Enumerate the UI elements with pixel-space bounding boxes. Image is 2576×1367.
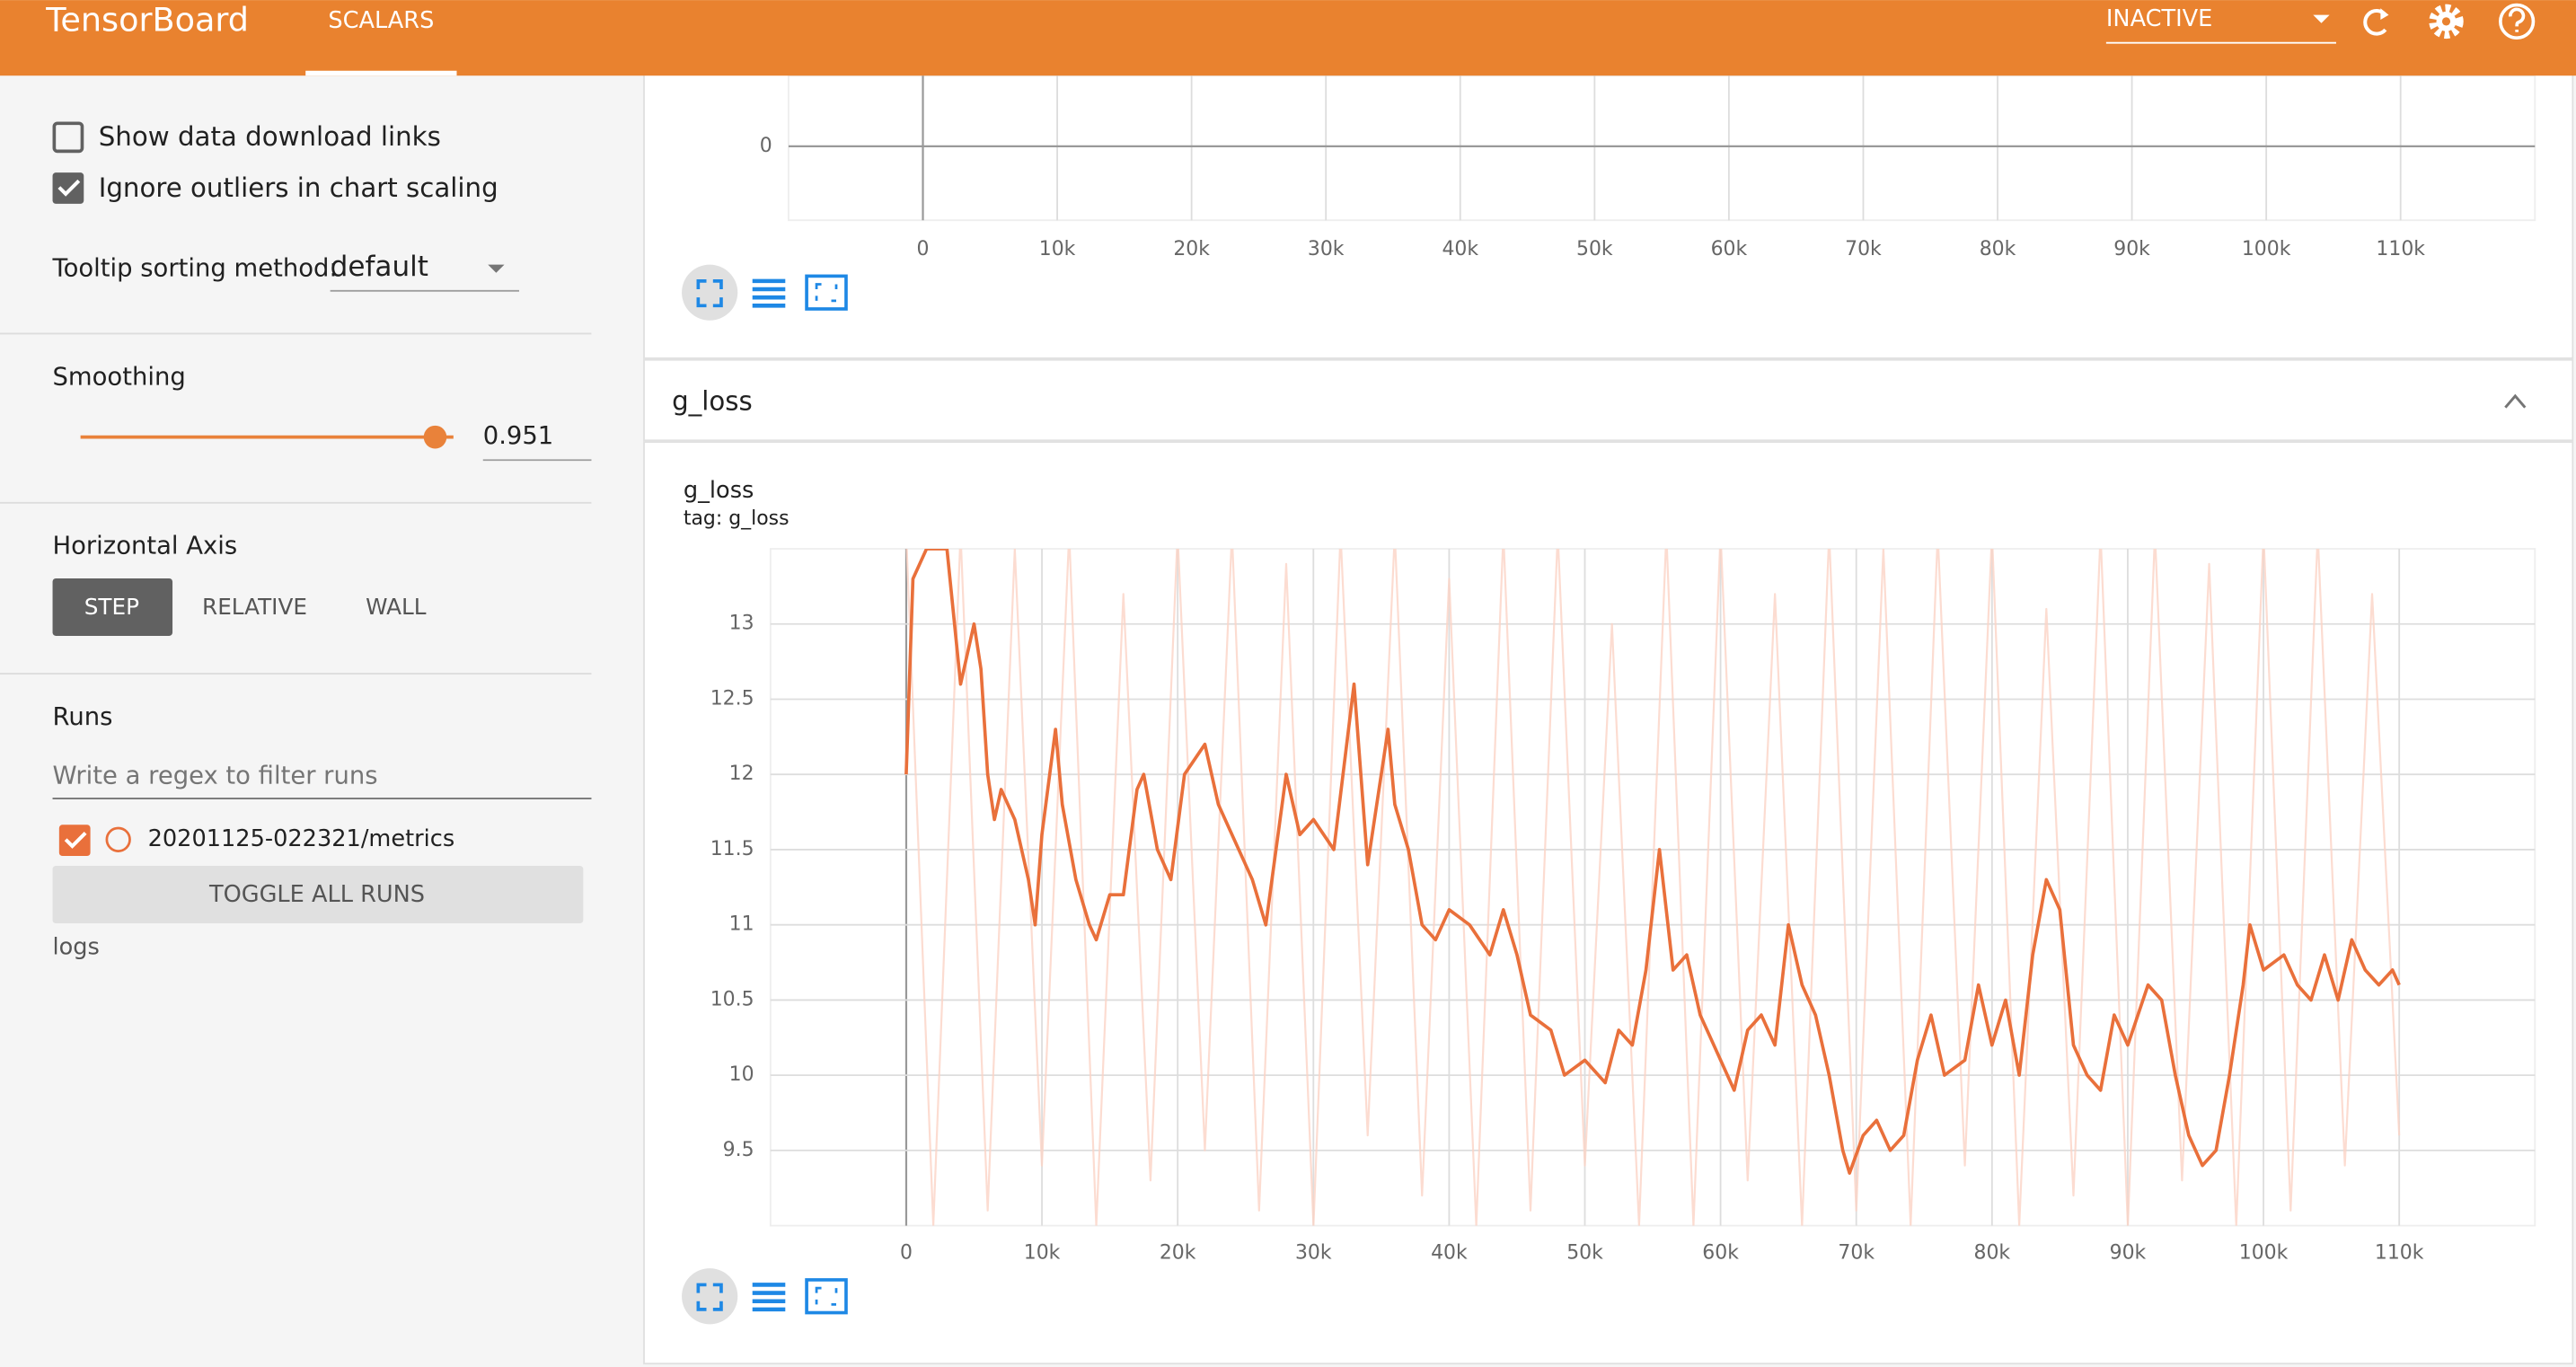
x-tick-label: 90k — [2110, 1242, 2147, 1265]
filter-input[interactable]: Write a regex to filter runs — [53, 763, 378, 790]
axis-button-active[interactable] — [52, 578, 173, 636]
select-arrow — [488, 264, 505, 273]
y-tick-label: 11.5 — [710, 838, 754, 860]
x-tick-label: 30k — [1295, 1242, 1332, 1265]
axis-option[interactable]: WALL — [366, 594, 427, 620]
checkbox[interactable] — [52, 121, 84, 154]
chart: g_loss tag: g_loss 0 10k 20k 30k 40k 50k 60k 70k 8… — [684, 477, 2536, 1265]
x-tick-label: 0 — [900, 1242, 913, 1265]
fit-domain-inner — [815, 283, 838, 303]
x-tick-label: 10k — [1039, 238, 1076, 260]
header: TensorBoard SCALARS INACTIVE — [0, 0, 2576, 76]
logdir: logs — [53, 933, 100, 960]
fit-domain-icon[interactable] — [805, 274, 848, 311]
y-tick-label: 12.5 — [710, 687, 754, 710]
tab[interactable]: SCALARS — [328, 7, 434, 34]
status-select[interactable]: INACTIVE — [2106, 5, 2212, 32]
sidebar-bg — [0, 75, 641, 1367]
x-tick-label: 90k — [2113, 238, 2150, 260]
y-tick-label: 11 — [729, 913, 754, 936]
refresh-icon[interactable] — [2363, 9, 2387, 36]
section-title: g_loss — [672, 386, 753, 417]
log-scale-icon[interactable] — [752, 1283, 786, 1312]
y-tick-label: 13 — [729, 613, 754, 635]
settings-hole — [2441, 17, 2451, 26]
help-icon[interactable] — [2499, 3, 2536, 40]
help-mark — [2509, 7, 2526, 32]
plot-area — [769, 548, 2536, 1227]
run-checkbox[interactable] — [58, 825, 91, 857]
y-tick-label: 10.5 — [710, 988, 754, 1010]
sidebar: Show data download links Ignore outliers… — [0, 75, 641, 1367]
fit-domain-inner — [815, 1286, 838, 1306]
x-tick-label: 30k — [1308, 238, 1345, 260]
checkmark — [64, 832, 87, 849]
x-tick-label: 20k — [1160, 1242, 1196, 1265]
log-scale-icon[interactable] — [752, 278, 786, 308]
x-tick-label: 50k — [1576, 238, 1613, 260]
x-tick-label: 40k — [1431, 1242, 1468, 1265]
axis-option[interactable]: STEP — [84, 594, 139, 620]
x-tick-label: 100k — [2242, 238, 2291, 260]
fit-domain-icon[interactable] — [805, 1278, 848, 1315]
y-tick-label: 10 — [729, 1063, 754, 1086]
chart-actions — [682, 264, 848, 1325]
smoothed-line — [904, 549, 2401, 1175]
x-tick-label: 110k — [2375, 1242, 2424, 1265]
run-color[interactable] — [105, 826, 131, 852]
tab-indicator — [305, 70, 457, 76]
y-tick-label: 9.5 — [723, 1139, 754, 1161]
chart-title: g_loss — [684, 477, 754, 504]
fullscreen-icon — [696, 1283, 723, 1311]
charts: 0 10k 20k 30k 40k 50k 60k 70k 80k 90k 100k 110k0g_l… — [684, 75, 2536, 1265]
x-tick-label: 110k — [2376, 238, 2425, 260]
x-tick-label: 80k — [1980, 238, 2016, 260]
x-tick-label: 70k — [1845, 238, 1882, 260]
smoothing-value[interactable]: 0.951 — [483, 422, 554, 450]
x-tick-label: 0 — [917, 238, 930, 260]
chart-subtitle: tag: g_loss — [684, 507, 790, 530]
x-tick-label: 100k — [2239, 1242, 2289, 1265]
tooltip-select[interactable]: default — [331, 251, 428, 283]
header-bar — [0, 0, 2576, 76]
checkbox-label: Ignore outliers in chart scaling — [99, 172, 498, 203]
chart: 0 10k 20k 30k 40k 50k 60k 70k 80k 90k 100k 110k 0 — [760, 75, 2536, 260]
toggle-label: TOGGLE ALL RUNS — [208, 881, 425, 908]
slider-knob[interactable] — [423, 425, 447, 449]
fullscreen-button[interactable] — [682, 264, 738, 321]
select-arrow — [2313, 14, 2330, 23]
x-tick-label: 70k — [1838, 1242, 1875, 1265]
x-tick-label: 60k — [1702, 1242, 1739, 1265]
card-chart — [643, 441, 2574, 1365]
run-name: 20201125-022321/metrics — [148, 825, 455, 852]
refresh-arrow — [2380, 8, 2389, 21]
settings-icon[interactable] — [2429, 4, 2464, 40]
card-top — [643, 49, 2574, 359]
axis-label: Horizontal Axis — [53, 533, 238, 560]
checkmark — [57, 179, 81, 197]
tooltip-label: Tooltip sorting method: — [52, 255, 338, 283]
plot-area — [788, 75, 2536, 222]
x-tick-label: 40k — [1442, 238, 1478, 260]
y-tick-label: 12 — [729, 763, 754, 785]
x-tick-label: 50k — [1566, 1242, 1603, 1265]
axis-option[interactable]: RELATIVE — [202, 594, 307, 620]
fullscreen-button[interactable] — [682, 1268, 738, 1325]
y-tick-label: 0 — [760, 135, 772, 157]
smoothing-label: Smoothing — [53, 363, 186, 391]
app-title: TensorBoard — [45, 0, 249, 39]
toggle-button[interactable] — [52, 866, 584, 924]
x-tick-label: 20k — [1173, 238, 1210, 260]
checkbox-checked[interactable] — [52, 172, 84, 204]
x-tick-label: 60k — [1711, 238, 1748, 260]
fullscreen-icon — [696, 279, 723, 308]
collapse-icon[interactable] — [2504, 393, 2527, 409]
checkbox-label: Show data download links — [99, 121, 441, 152]
x-tick-label: 80k — [1974, 1242, 2011, 1265]
section-header[interactable] — [643, 358, 2574, 442]
raw-line — [905, 549, 2401, 1226]
runs-label: Runs — [53, 703, 113, 731]
x-tick-label: 10k — [1024, 1242, 1061, 1265]
